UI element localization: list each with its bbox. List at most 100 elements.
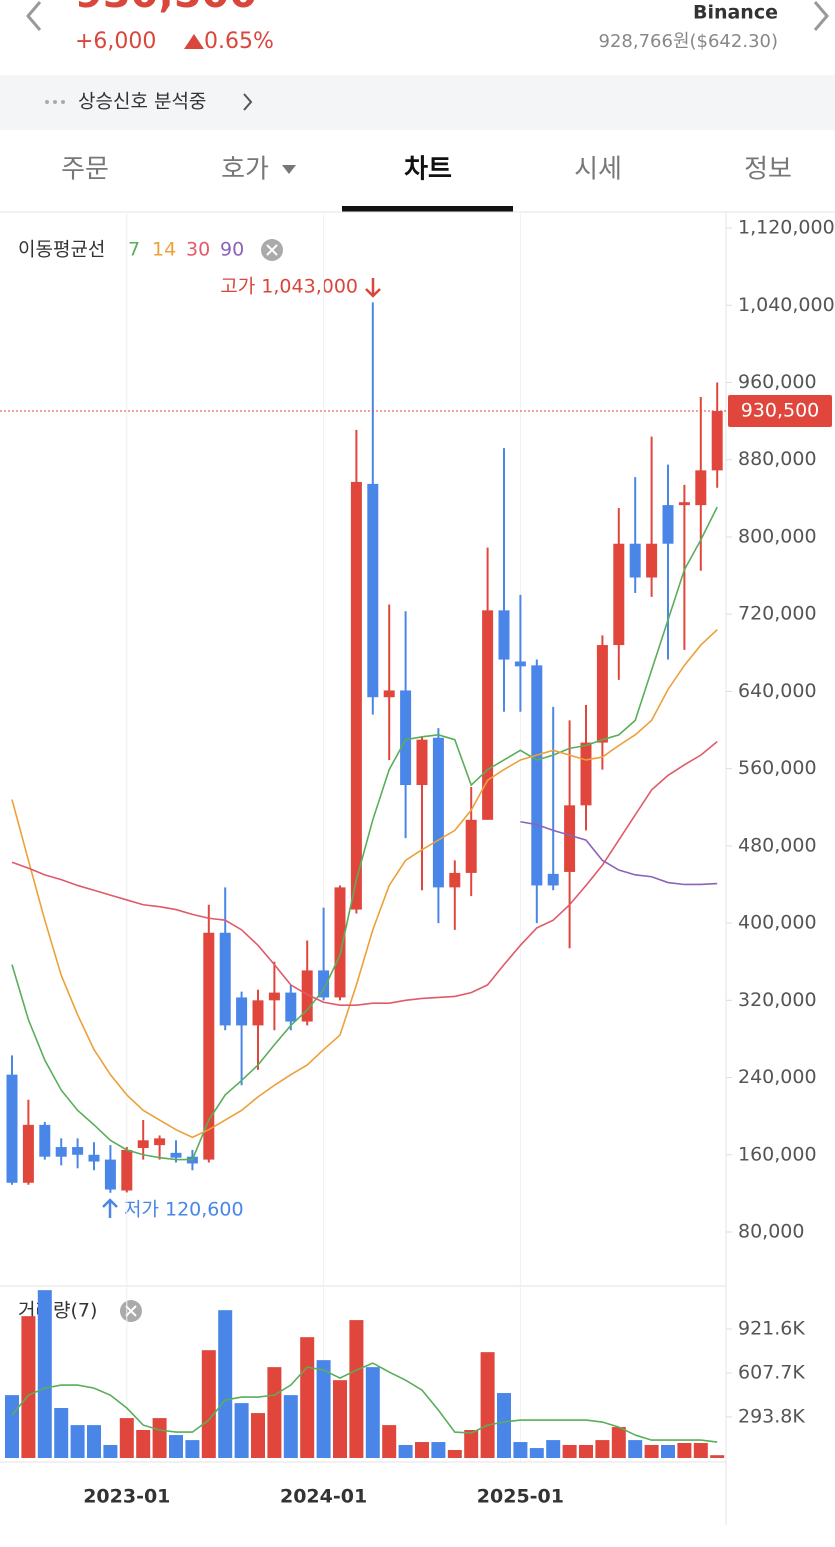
candle-body [449, 872, 461, 888]
candle-body [695, 470, 707, 506]
volume-bar [70, 1425, 85, 1458]
volume-bar [398, 1444, 413, 1458]
dropdown-triangle [282, 165, 296, 174]
legend-entry: 7 [128, 239, 140, 261]
current-price-label: 930,500 [741, 399, 820, 421]
dot [45, 100, 49, 104]
close-x [125, 1305, 137, 1317]
candle-body [514, 661, 526, 667]
candle-body [383, 690, 395, 698]
volume-bar [333, 1380, 347, 1458]
candle-body [432, 737, 444, 888]
volume-bar [251, 1413, 265, 1458]
price: 930,500 [75, 0, 257, 17]
candle-body [6, 1074, 18, 1183]
volume-bar [464, 1430, 479, 1458]
volume-close[interactable] [120, 1300, 142, 1322]
y-tick-label: 880,000 [738, 448, 817, 470]
exchange-price: 928,766원($642.30) [599, 31, 778, 52]
volume-bar [5, 1395, 19, 1458]
next-button[interactable] [813, 1, 829, 31]
ma-line [11, 629, 718, 1139]
signal-chevron [243, 93, 253, 111]
volume-bar [677, 1443, 692, 1458]
candle-body [219, 932, 231, 1026]
candle-body [367, 483, 379, 698]
volume-bar [382, 1425, 397, 1458]
candle-body [285, 992, 297, 1022]
candle-body [482, 610, 494, 820]
candle-body [629, 543, 641, 578]
candle-body [334, 887, 346, 998]
tab[interactable]: 시세 [574, 155, 622, 185]
volume-bar [644, 1444, 659, 1458]
high-annotation: 고가 1,043,000 [220, 276, 358, 298]
candle-body [465, 819, 477, 873]
volume-bar [710, 1455, 725, 1458]
volume-bar [595, 1440, 610, 1458]
candle-body [39, 1124, 51, 1157]
low-arrow [102, 1198, 118, 1218]
volume-bar [628, 1440, 643, 1458]
candle-body [170, 1152, 182, 1158]
candle-body [88, 1154, 100, 1162]
candle-body [580, 742, 592, 806]
candle-body [22, 1124, 34, 1183]
volume-bar [169, 1435, 183, 1458]
tab[interactable]: 호가 [221, 155, 269, 185]
volume-bar [497, 1393, 511, 1458]
ma-line [520, 820, 718, 886]
signal-bar-bg [0, 75, 835, 130]
candle-body [613, 543, 625, 646]
candle-body [678, 502, 690, 506]
volume-bar [529, 1448, 544, 1458]
tab[interactable]: 정보 [744, 155, 792, 185]
volume-bar [234, 1403, 249, 1458]
ma-close[interactable] [261, 239, 283, 261]
y-tick-label: 80,000 [738, 1221, 804, 1243]
volume-bar [661, 1444, 675, 1458]
high-arrow [365, 278, 381, 298]
candle-body [137, 1140, 149, 1149]
volume-bar [119, 1418, 134, 1458]
candle-body [268, 992, 280, 1001]
volume-bar [365, 1367, 380, 1458]
signal-bar[interactable]: 상승신호 분석중 [0, 75, 835, 130]
volume-bar [136, 1430, 151, 1458]
candle-body [400, 690, 412, 786]
tab-active[interactable]: 차트 [404, 155, 452, 185]
candle-body [203, 932, 215, 1160]
candle-body [646, 543, 658, 578]
volume-bar [579, 1444, 593, 1458]
y-tick-label: 320,000 [738, 989, 817, 1011]
y-tick-label: 1,120,000 [738, 217, 835, 239]
volume-bar [693, 1443, 708, 1458]
back-button[interactable] [26, 1, 42, 31]
candle-body [662, 505, 674, 544]
volume-bar [480, 1352, 495, 1458]
candle-body [55, 1147, 67, 1157]
legend-entry: 14 [152, 239, 176, 261]
exchange: Binance [693, 2, 778, 24]
ma-line [11, 740, 718, 1006]
y-tick-label: 640,000 [738, 680, 817, 702]
close-x [266, 244, 278, 256]
y-tick-label: 160,000 [738, 1143, 817, 1165]
volume-bar [54, 1408, 69, 1458]
legend-entry: 30 [186, 239, 210, 261]
y-tick-label: 1,040,000 [738, 294, 835, 316]
volume-bar [152, 1418, 167, 1458]
up-triangle [184, 34, 204, 49]
candle-body [711, 410, 723, 471]
current-price-box [728, 394, 832, 427]
ma-line [11, 506, 718, 1161]
volume-bar [431, 1442, 446, 1458]
volume-bar [611, 1427, 626, 1458]
candle-body [416, 739, 428, 786]
tab[interactable]: 주문 [61, 155, 109, 185]
legend-entry: 90 [220, 239, 244, 261]
volume-bar [546, 1440, 561, 1458]
plot: 80,000 160,000 240,000 320,000 400,000 480,00… [0, 213, 835, 1508]
volume-ma-line [11, 1362, 718, 1443]
